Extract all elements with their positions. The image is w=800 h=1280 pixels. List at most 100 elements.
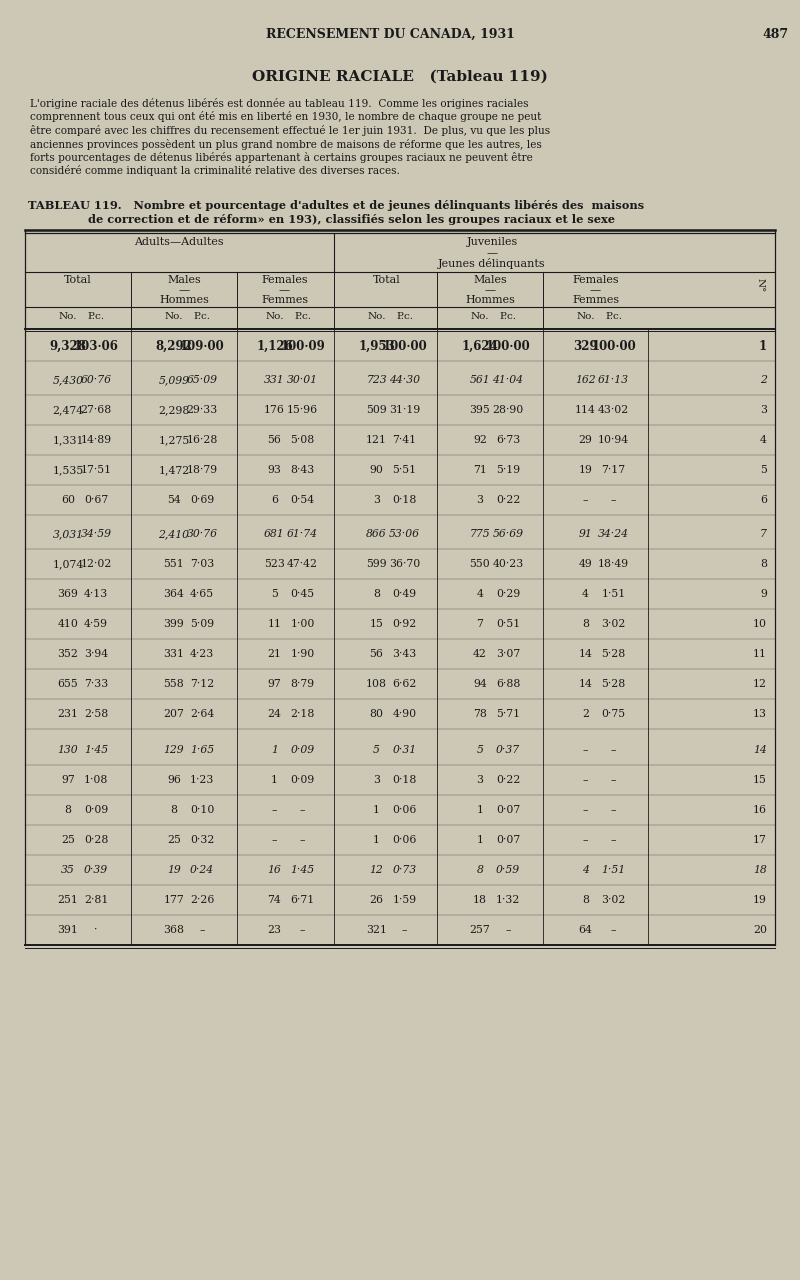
- Text: 0·09: 0·09: [290, 745, 314, 755]
- Text: 0·67: 0·67: [84, 495, 108, 506]
- Text: 0·07: 0·07: [496, 805, 520, 815]
- Text: 24: 24: [267, 709, 282, 719]
- Text: 0·07: 0·07: [496, 835, 520, 845]
- Text: 1·65: 1·65: [190, 745, 214, 755]
- Text: 100·00: 100·00: [486, 339, 530, 352]
- Text: –: –: [199, 925, 205, 934]
- Text: 487: 487: [762, 28, 788, 41]
- Text: 29·33: 29·33: [186, 404, 218, 415]
- Text: 523: 523: [264, 559, 285, 570]
- Text: 7: 7: [760, 529, 767, 539]
- Text: Adults—Adultes: Adults—Adultes: [134, 237, 223, 247]
- Text: 1: 1: [477, 805, 483, 815]
- Text: 42: 42: [473, 649, 487, 659]
- Text: —: —: [485, 285, 495, 294]
- Text: 43·02: 43·02: [598, 404, 629, 415]
- Text: 34·24: 34·24: [598, 529, 629, 539]
- Text: 1: 1: [477, 835, 483, 845]
- Text: 1,331: 1,331: [52, 435, 84, 445]
- Text: P.c.: P.c.: [396, 312, 413, 321]
- Text: 331: 331: [264, 375, 285, 385]
- Text: 1·45: 1·45: [290, 865, 314, 876]
- Text: 30·01: 30·01: [287, 375, 318, 385]
- Text: —: —: [590, 285, 601, 294]
- Text: 4: 4: [582, 865, 589, 876]
- Text: 49: 49: [578, 559, 592, 570]
- Text: 1,275: 1,275: [158, 435, 190, 445]
- Text: No.: No.: [470, 312, 490, 321]
- Text: 5,430: 5,430: [53, 375, 83, 385]
- Text: 3: 3: [477, 774, 483, 785]
- Text: 8·43: 8·43: [290, 465, 314, 475]
- Text: ORIGINE RACIALE   (Tableau 119): ORIGINE RACIALE (Tableau 119): [252, 70, 548, 84]
- Text: 56·69: 56·69: [493, 529, 523, 539]
- Text: No.: No.: [58, 312, 78, 321]
- Text: 12: 12: [370, 865, 383, 876]
- Text: 13: 13: [753, 709, 767, 719]
- Text: 177: 177: [164, 895, 184, 905]
- Text: 40·23: 40·23: [492, 559, 524, 570]
- Text: 5·28: 5·28: [602, 678, 626, 689]
- Text: 231: 231: [58, 709, 78, 719]
- Text: 3·02: 3·02: [602, 895, 626, 905]
- Text: Total: Total: [373, 275, 400, 285]
- Text: 34·59: 34·59: [81, 529, 111, 539]
- Text: 0·22: 0·22: [496, 774, 520, 785]
- Text: 775: 775: [470, 529, 490, 539]
- Text: 8,292: 8,292: [155, 339, 193, 352]
- Text: 12: 12: [753, 678, 767, 689]
- Text: 18: 18: [473, 895, 487, 905]
- Text: 2·81: 2·81: [84, 895, 108, 905]
- Text: 0·39: 0·39: [84, 865, 108, 876]
- Text: 10·94: 10·94: [598, 435, 629, 445]
- Text: –: –: [610, 495, 616, 506]
- Text: 31·19: 31·19: [389, 404, 420, 415]
- Text: P.c.: P.c.: [294, 312, 311, 321]
- Text: 5·19: 5·19: [496, 465, 520, 475]
- Text: 3·43: 3·43: [392, 649, 417, 659]
- Text: 8: 8: [170, 805, 178, 815]
- Text: Jeunes délinquants: Jeunes délinquants: [438, 259, 546, 269]
- Text: 12·02: 12·02: [80, 559, 112, 570]
- Text: 27·68: 27·68: [80, 404, 112, 415]
- Text: 0·10: 0·10: [190, 805, 214, 815]
- Text: 108: 108: [366, 678, 387, 689]
- Text: 15: 15: [753, 774, 767, 785]
- Text: 4·65: 4·65: [190, 589, 214, 599]
- Text: –: –: [272, 805, 278, 815]
- Text: 257: 257: [470, 925, 490, 934]
- Text: 109·00: 109·00: [180, 339, 224, 352]
- Text: 4: 4: [760, 435, 767, 445]
- Text: 18: 18: [754, 865, 767, 876]
- Text: –: –: [582, 805, 588, 815]
- Text: 0·75: 0·75: [602, 709, 626, 719]
- Text: 96: 96: [167, 774, 181, 785]
- Text: 321: 321: [366, 925, 387, 934]
- Text: 1·08: 1·08: [84, 774, 108, 785]
- Text: 103·06: 103·06: [74, 339, 118, 352]
- Text: 0·24: 0·24: [190, 865, 214, 876]
- Text: 7·12: 7·12: [190, 678, 214, 689]
- Text: 5: 5: [477, 745, 483, 755]
- Text: 60·76: 60·76: [81, 375, 111, 385]
- Text: —: —: [486, 248, 498, 259]
- Text: 9,328: 9,328: [50, 339, 86, 352]
- Text: 0·59: 0·59: [496, 865, 520, 876]
- Text: 4: 4: [477, 589, 483, 599]
- Text: 3: 3: [373, 495, 380, 506]
- Text: 329: 329: [573, 339, 598, 352]
- Text: Juveniles: Juveniles: [466, 237, 518, 247]
- Text: forts pourcentages de détenus libérés appartenant à certains groupes raciaux ne : forts pourcentages de détenus libérés ap…: [30, 152, 533, 163]
- Text: 18·79: 18·79: [186, 465, 218, 475]
- Text: 0·73: 0·73: [393, 865, 417, 876]
- Text: –: –: [610, 925, 616, 934]
- Text: 2·58: 2·58: [84, 709, 108, 719]
- Text: 391: 391: [58, 925, 78, 934]
- Text: –: –: [582, 774, 588, 785]
- Text: 3·94: 3·94: [84, 649, 108, 659]
- Text: No.: No.: [367, 312, 386, 321]
- Text: 4·59: 4·59: [84, 620, 108, 628]
- Text: 47·42: 47·42: [287, 559, 318, 570]
- Text: –: –: [610, 745, 616, 755]
- Text: 8·79: 8·79: [290, 678, 314, 689]
